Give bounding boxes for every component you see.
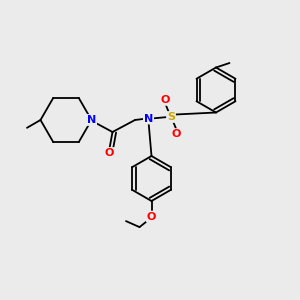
Text: O: O (147, 212, 156, 222)
Text: S: S (167, 112, 175, 122)
Text: O: O (172, 129, 181, 139)
Text: N: N (87, 115, 96, 125)
Text: O: O (161, 95, 170, 105)
Text: O: O (105, 148, 114, 158)
Text: N: N (144, 113, 153, 124)
